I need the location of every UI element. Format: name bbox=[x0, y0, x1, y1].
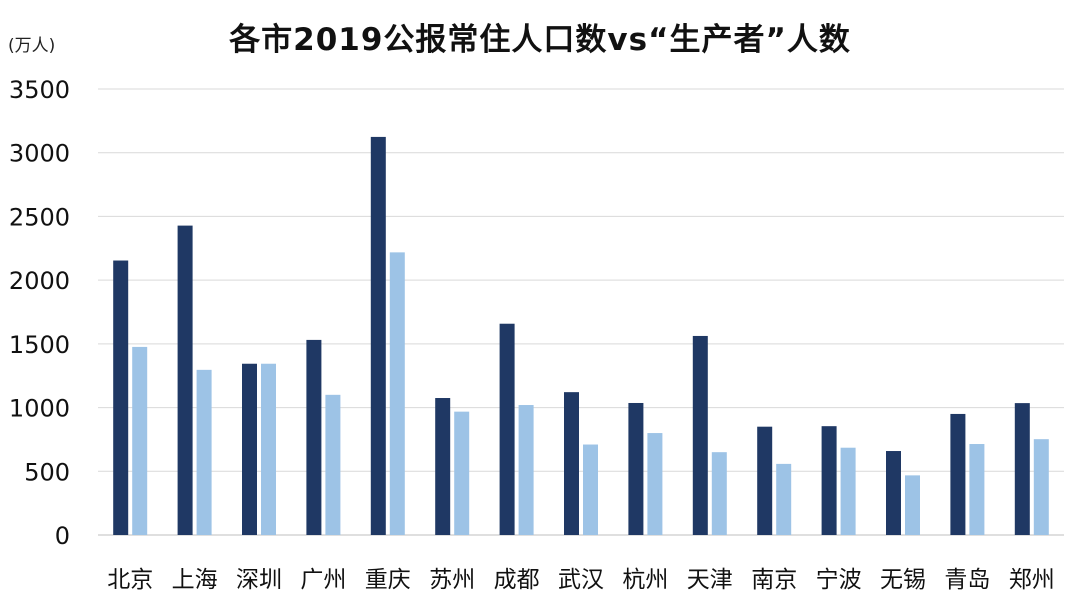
chart-title: 各市2019公报常住人口数vs“生产者”人数 bbox=[229, 22, 851, 58]
bar-series-1 bbox=[242, 363, 257, 535]
x-tick-label: 深圳 bbox=[236, 567, 282, 593]
x-tick-label: 上海 bbox=[172, 567, 218, 593]
y-tick-label: 3000 bbox=[9, 140, 70, 168]
y-tick-label: 500 bbox=[24, 458, 70, 486]
bar-series-1 bbox=[499, 323, 515, 535]
bar-series-2 bbox=[132, 346, 148, 535]
y-tick-label: 2500 bbox=[9, 203, 70, 231]
bar-series-1 bbox=[177, 225, 193, 535]
bar-series-2 bbox=[454, 411, 470, 535]
x-tick-label: 北京 bbox=[107, 567, 153, 593]
bar-series-2 bbox=[711, 452, 727, 535]
bar-series-2 bbox=[1033, 439, 1049, 535]
x-tick-label: 重庆 bbox=[365, 567, 411, 593]
bar-series-1 bbox=[1014, 403, 1030, 535]
bar-series-1 bbox=[564, 392, 579, 535]
bar-series-1 bbox=[628, 402, 644, 535]
bar-series-1 bbox=[113, 260, 129, 535]
bar-series-1 bbox=[435, 398, 451, 535]
x-tick-label: 郑州 bbox=[1009, 567, 1055, 593]
bar-series-1 bbox=[692, 335, 708, 535]
x-tick-label: 宁波 bbox=[816, 567, 862, 593]
bar-series-1 bbox=[821, 426, 837, 535]
y-tick-label: 1500 bbox=[9, 331, 70, 359]
bar-series-2 bbox=[647, 433, 663, 535]
bar-series-1 bbox=[306, 339, 322, 535]
bar-series-2 bbox=[583, 444, 598, 535]
x-tick-label: 天津 bbox=[687, 567, 733, 593]
bar-series-1 bbox=[370, 136, 386, 535]
bar-series-2 bbox=[969, 444, 985, 535]
x-tick-label: 广州 bbox=[300, 567, 346, 593]
x-tick-label: 无锡 bbox=[880, 567, 926, 593]
x-tick-label: 成都 bbox=[494, 567, 540, 593]
y-tick-label: 3500 bbox=[9, 76, 70, 104]
x-tick-label: 苏州 bbox=[429, 567, 475, 593]
bar-series-2 bbox=[196, 369, 212, 535]
y-axis-unit: (万人) bbox=[8, 36, 56, 56]
bar-series-1 bbox=[757, 426, 773, 535]
x-tick-label: 南京 bbox=[751, 567, 797, 593]
bar-series-1 bbox=[886, 451, 901, 535]
bar-series-2 bbox=[261, 363, 276, 535]
y-tick-label: 0 bbox=[55, 522, 70, 550]
bar-series-1 bbox=[950, 413, 966, 535]
bar-series-2 bbox=[518, 405, 534, 535]
y-tick-label: 1000 bbox=[9, 395, 70, 423]
x-tick-label: 青岛 bbox=[944, 567, 990, 593]
bar-series-2 bbox=[840, 447, 856, 535]
x-tick-label: 武汉 bbox=[558, 567, 604, 593]
bar-series-2 bbox=[389, 252, 405, 535]
x-tick-label: 杭州 bbox=[622, 567, 668, 593]
bar-series-2 bbox=[905, 475, 920, 535]
bar-series-2 bbox=[325, 394, 341, 535]
y-tick-label: 2000 bbox=[9, 267, 70, 295]
bar-series-2 bbox=[776, 463, 792, 535]
